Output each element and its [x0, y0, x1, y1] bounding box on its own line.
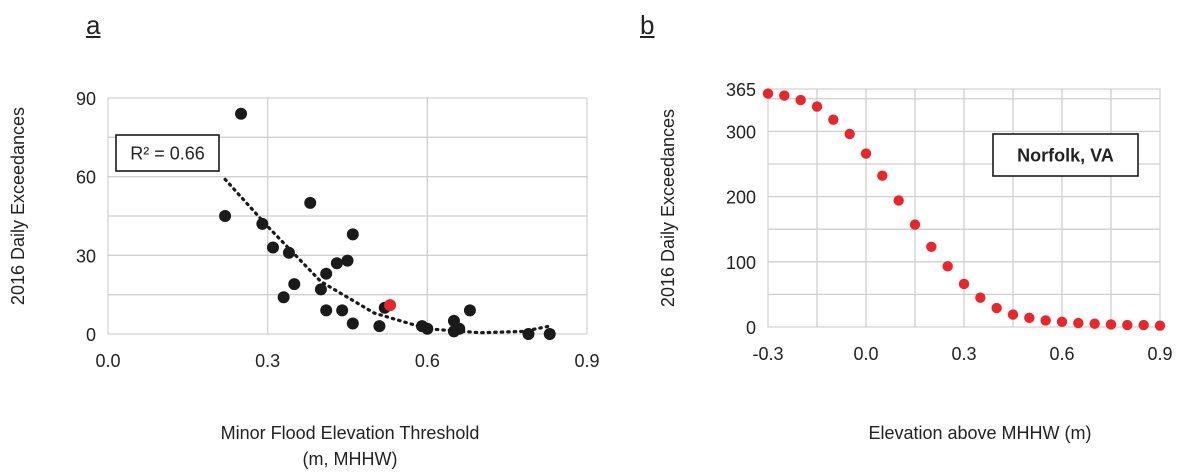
- chart-a-xlabel-line2: (m, MHHW): [302, 449, 398, 469]
- chart-a-point: [266, 241, 279, 254]
- chart-b-ytick-label: 365: [726, 80, 756, 100]
- chart-b-xtick-label: 0.3: [951, 344, 976, 364]
- chart-a-point: [453, 322, 466, 335]
- chart-a-point: [384, 299, 397, 312]
- chart-a-point: [522, 328, 535, 340]
- chart-b-xtick-label: 0.9: [1147, 344, 1172, 364]
- chart-b-point: [909, 219, 921, 230]
- chart-a-point: [288, 278, 301, 291]
- chart-b-point: [1056, 316, 1068, 327]
- chart-a: 0 30 60 90 0.0 0.3 0.6 0.9 2016 Daily Exceedance…: [8, 89, 600, 371]
- chart-b-point: [828, 114, 839, 125]
- chart-b-point: [1154, 320, 1166, 331]
- chart-b-xlabel: Elevation above MHHW (m): [780, 420, 1180, 446]
- chart-b-point: [860, 148, 872, 159]
- chart-a-xtick-label: 0.9: [574, 351, 599, 371]
- chart-b-point: [1024, 312, 1035, 324]
- chart-b-ytick-label: 0: [746, 318, 756, 338]
- chart-b-point: [975, 292, 986, 303]
- chart-a-point: [320, 267, 333, 280]
- panel-b-letter: b: [640, 10, 655, 40]
- chart-b-point: [893, 195, 904, 206]
- chart-a-point: [219, 210, 232, 222]
- chart-a-xtick-label: 0.0: [95, 351, 120, 371]
- chart-a-xlabel-line1: Minor Flood Elevation Threshold: [220, 423, 480, 443]
- chart-a-ytick-label: 0: [86, 325, 96, 345]
- chart-b-xtick-label: 0.0: [853, 344, 878, 364]
- chart-a-point: [235, 107, 248, 120]
- chart-b-point: [991, 302, 1002, 314]
- chart-b-point: [844, 128, 855, 140]
- chart-b-point: [1122, 319, 1133, 331]
- chart-a-point: [314, 283, 327, 296]
- chart-a-point: [256, 217, 269, 230]
- chart-b-point: [958, 278, 970, 290]
- chart-b-xtick-label: -0.3: [752, 344, 783, 364]
- chart-a-point: [373, 320, 386, 333]
- chart-a-ytick-label: 60: [76, 168, 96, 188]
- chart-a-xtick-label: 0.3: [255, 351, 280, 371]
- chart-b-ylabel: 2016 Daily Exceedances: [658, 109, 678, 307]
- chart-b-point: [942, 261, 953, 272]
- chart-a-point: [346, 317, 359, 330]
- chart-a-point: [277, 291, 290, 304]
- chart-b-xlabel-text: Elevation above MHHW (m): [868, 423, 1092, 443]
- chart-b-point: [1089, 318, 1100, 329]
- chart-b-point: [1040, 315, 1051, 326]
- chart-b-point: [811, 101, 823, 112]
- chart-a-point: [421, 322, 434, 335]
- chart-a-point: [320, 304, 333, 317]
- chart-a-annotation-box: [115, 134, 220, 172]
- chart-a-point: [330, 257, 343, 270]
- chart-b-point: [1105, 319, 1117, 330]
- chart-b-ytick-label: 100: [726, 253, 756, 273]
- chart-a-point: [282, 246, 295, 259]
- chart-a-xtick-label: 0.6: [415, 351, 440, 371]
- chart-b-point: [762, 88, 774, 99]
- chart-b-ytick-label: 300: [726, 122, 756, 142]
- chart-b-point: [1138, 319, 1149, 331]
- chart-b: 0 100 200 300 365 -0.3 0.0 0.3 0.6 0.9 2016 Daily …: [658, 80, 1173, 364]
- chart-b-point: [877, 170, 888, 181]
- chart-b-point: [1073, 317, 1084, 329]
- chart-b-xtick-label: 0.6: [1049, 344, 1074, 364]
- chart-b-ytick-label: 200: [726, 188, 756, 208]
- chart-a-point: [341, 254, 354, 267]
- chart-a-annotation-text: R² = 0.66: [130, 144, 205, 164]
- chart-a-ytick-label: 30: [76, 246, 96, 266]
- chart-a-ylabel: 2016 Daily Exceedances: [8, 107, 28, 305]
- chart-b-point: [779, 90, 790, 101]
- chart-b-point: [795, 94, 806, 106]
- chart-b-annotation-text: Norfolk, VA: [1017, 146, 1114, 166]
- chart-b-annotation-box: [992, 133, 1139, 177]
- chart-b-point: [926, 241, 937, 252]
- chart-a-point: [336, 304, 349, 317]
- chart-b-point: [1007, 309, 1019, 320]
- chart-a-point: [543, 328, 556, 340]
- chart-a-xlabel: Minor Flood Elevation Threshold (m, MHHW…: [110, 420, 590, 472]
- panel-a-letter: a: [86, 10, 101, 40]
- chart-a-trendline: [223, 177, 552, 335]
- chart-a-point: [463, 304, 476, 317]
- chart-a-point: [304, 196, 317, 209]
- chart-a-point: [346, 228, 359, 241]
- chart-a-ytick-label: 90: [76, 89, 96, 109]
